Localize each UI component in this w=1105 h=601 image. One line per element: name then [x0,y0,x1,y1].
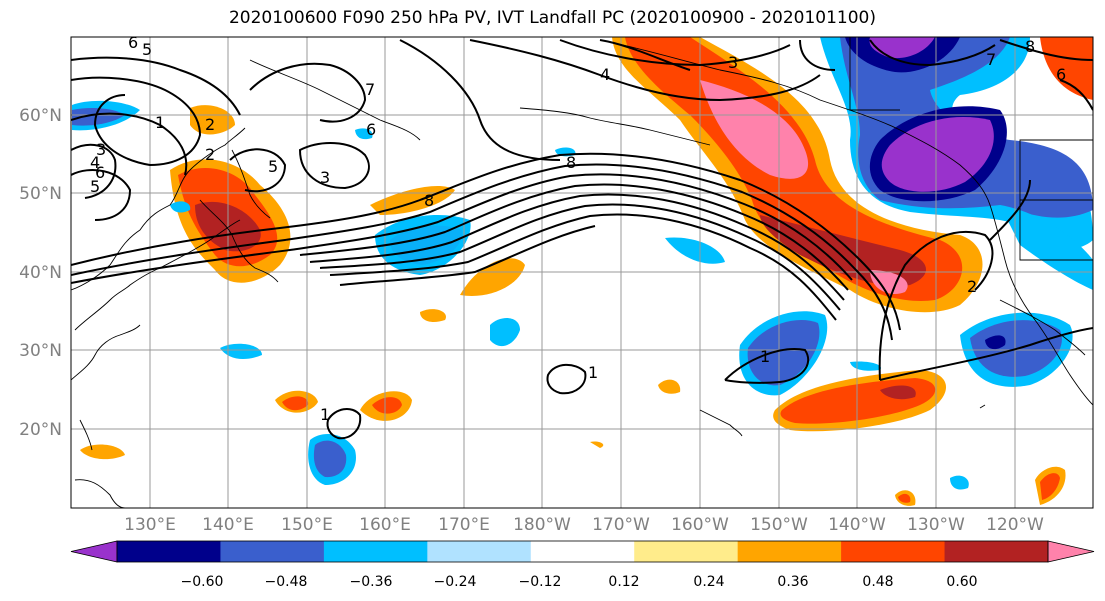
colorbar-tick-label: 0.48 [862,574,893,590]
contour-label: 8 [1025,37,1035,56]
colorbar-tick-label: −0.36 [350,574,393,590]
contour-label: 1 [320,405,330,424]
pv-contours [71,39,1093,440]
lat-label: 20°N [19,420,62,440]
lat-label: 40°N [19,263,62,283]
lon-label: 140°E [202,515,254,535]
contour-label: 4 [600,65,610,84]
lon-label: 150°E [281,515,333,535]
colorbar-extend-min [70,540,118,563]
colorbar-extend-max [1047,540,1095,563]
lon-label: 130°W [907,515,965,535]
contour-label: 3 [728,53,738,72]
lon-label: 130°E [124,515,176,535]
contour-label: 3 [320,168,330,187]
lat-label: 60°N [19,106,62,126]
contour-label: 1 [760,347,770,366]
contour-label: 6 [95,163,105,182]
contour-label: 1 [588,363,598,382]
colorbar-segment [427,541,532,562]
colorbar-tick-labels: −0.60 −0.48 −0.36 −0.24 −0.12 0.12 0.24 … [181,574,978,590]
chart-title: 2020100600 F090 250 hPa PV, IVT Landfall… [228,8,876,28]
colorbar-segment [737,541,842,562]
lon-label: 160°W [671,515,729,535]
colorbar-tick-label: 0.24 [693,574,724,590]
colorbar-tick-label: 0.12 [608,574,639,590]
lon-label: 170°E [438,515,490,535]
contour-label: 3 [96,140,106,159]
contour-label: 4 [90,153,100,172]
contour-label: 5 [90,177,100,196]
contour-label: 6 [128,33,138,52]
contour-label: 6 [1056,65,1066,84]
lon-label: 120°W [986,515,1044,535]
ivt-shading-negative [72,37,1093,490]
lon-label: 140°W [828,515,886,535]
lon-label: 180°W [513,515,571,535]
colorbar-segment [117,541,221,562]
colorbar-segment [220,541,325,562]
contour-label: 7 [365,80,375,99]
coastlines [71,37,1093,508]
contour-label: 1 [155,113,165,132]
colorbar-segment [634,541,739,562]
colorbar [70,540,1095,563]
latitude-labels: 60°N 50°N 40°N 30°N 20°N [19,106,62,440]
colorbar-tick-label: −0.12 [519,574,562,590]
contour-label: 8 [566,153,576,172]
contour-label: 2 [205,115,215,134]
colorbar-segment [841,541,946,562]
plot-frame [70,36,1094,509]
pv-contour-labels: 6 5 7 6 1 2 3 4 5 6 5 3 8 8 2 4 3 7 8 6 … [90,33,1066,424]
lat-label: 30°N [19,341,62,361]
lon-label: 160°E [359,515,411,535]
colorbar-tick-label: −0.60 [181,574,224,590]
colorbar-tick-label: −0.24 [434,574,477,590]
contour-label: 5 [142,40,152,59]
colorbar-segment [530,541,635,562]
colorbar-segment [944,541,1049,562]
longitude-labels: 130°E 140°E 150°E 160°E 170°E 180°W 170°… [124,515,1044,535]
colorbar-frame [116,540,1049,563]
colorbar-tick-label: 0.60 [946,574,977,590]
contour-label: 7 [986,50,996,69]
lat-label: 50°N [19,184,62,204]
contour-label: 5 [268,157,278,176]
lon-label: 150°W [750,515,808,535]
lon-label: 170°W [592,515,650,535]
contour-label: 2 [967,277,977,296]
contour-label: 2 [205,145,215,164]
colorbar-tick-label: −0.48 [265,574,308,590]
colorbar-tick-label: 0.36 [777,574,808,590]
colorbar-segment [323,541,428,562]
contour-label: 8 [424,191,434,210]
contour-label: 6 [366,120,376,139]
map-plot-area: 6 5 7 6 1 2 3 4 5 6 5 3 8 8 2 4 3 7 8 6 … [71,33,1093,508]
